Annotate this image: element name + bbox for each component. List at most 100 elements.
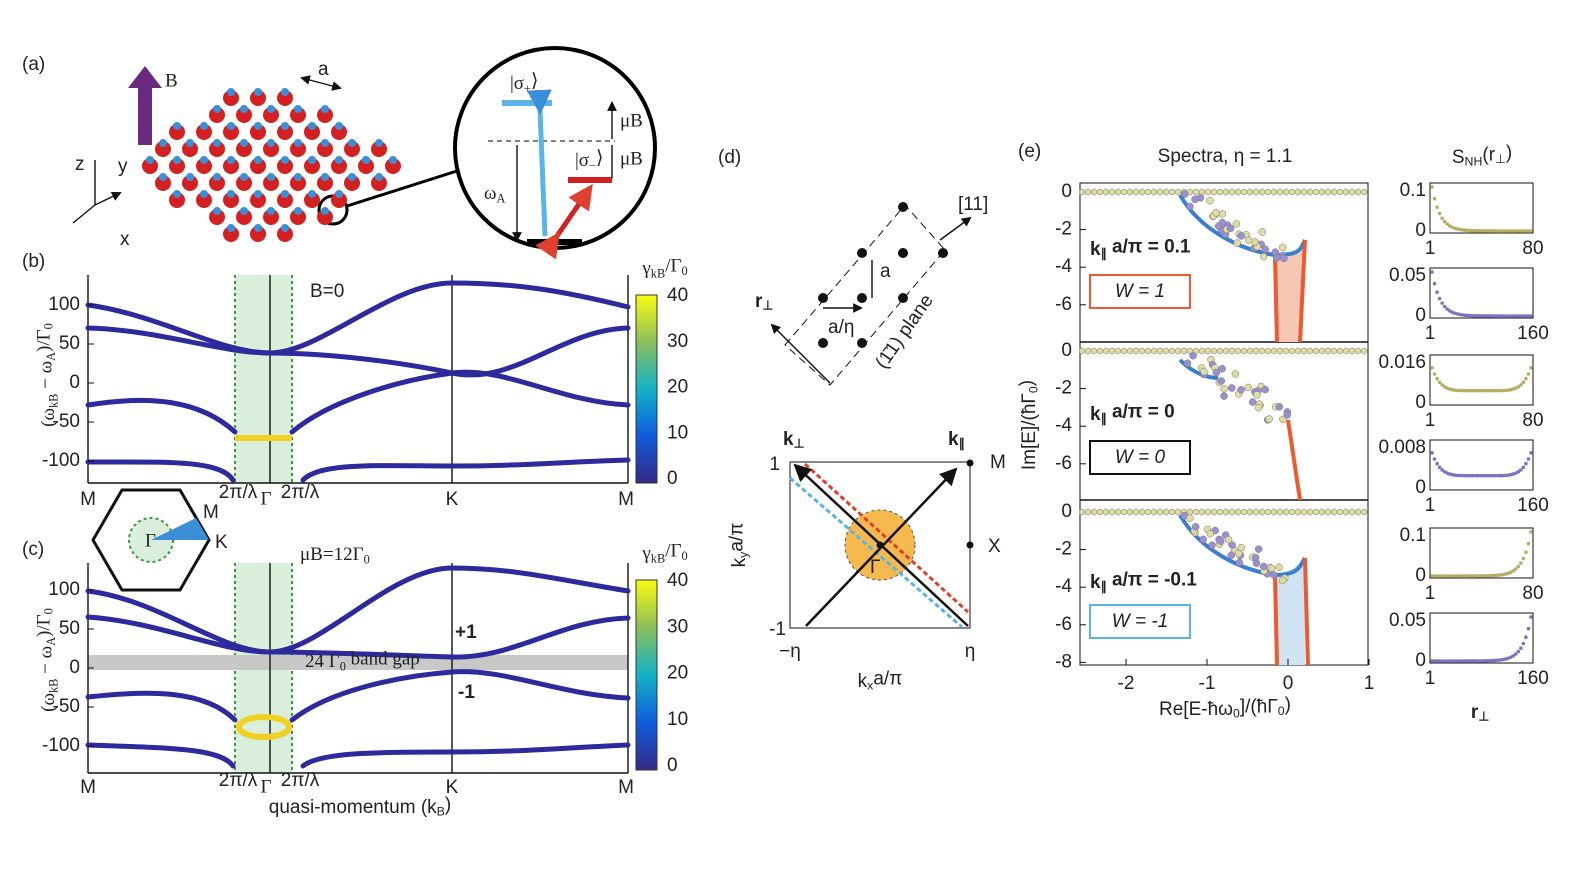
- text-part: NH: [1465, 155, 1483, 169]
- atom-cap: [240, 139, 248, 147]
- dot: [1280, 254, 1288, 263]
- atom: [169, 158, 185, 174]
- x-tick-label: 80: [1522, 238, 1543, 259]
- mini-dot: [1521, 465, 1526, 470]
- y-tick-label: 100: [48, 579, 80, 600]
- gap-arrows: [517, 103, 612, 240]
- atom: [236, 141, 252, 157]
- mini-dot: [1524, 550, 1528, 555]
- label: k∥: [948, 429, 965, 451]
- mini-dot: [1473, 313, 1477, 318]
- label: [11]: [958, 194, 988, 215]
- y-tick-label: -4: [1055, 576, 1072, 597]
- dot: [1191, 195, 1199, 204]
- y-tick-label: -6: [1055, 614, 1072, 635]
- dot: [1306, 347, 1314, 355]
- point: [966, 541, 974, 549]
- dot: [1288, 508, 1296, 516]
- label: W = -1: [1112, 611, 1168, 632]
- text-part: −: [589, 158, 596, 172]
- label: (b): [22, 251, 45, 272]
- mini-dot: [1521, 314, 1526, 318]
- mini-dot: [1470, 388, 1475, 393]
- text-part: k: [948, 429, 959, 450]
- dot: [1342, 188, 1350, 196]
- atom: [250, 158, 266, 174]
- y-tick-label: -6: [1055, 453, 1072, 474]
- y-tick-label: -6: [1055, 294, 1072, 315]
- y-axis-label: kya/π: [727, 523, 751, 568]
- dot: [1138, 188, 1146, 196]
- y-tick-label: -2: [1055, 378, 1072, 399]
- mini-dot: [1516, 649, 1521, 654]
- dot: [1114, 347, 1122, 355]
- atom: [250, 90, 266, 106]
- dot: [1132, 347, 1140, 355]
- atom: [317, 175, 333, 191]
- dot: [1162, 188, 1170, 196]
- mini-dot: [1455, 659, 1460, 663]
- dot: [1108, 188, 1116, 196]
- atom: [344, 175, 360, 191]
- x-tick-label: 1: [1425, 323, 1436, 344]
- dot: [1275, 563, 1283, 571]
- mini-dot: [1440, 574, 1444, 578]
- winding-box: [1089, 604, 1191, 639]
- dot: [1228, 188, 1236, 196]
- y-tick-label: -50: [53, 411, 80, 432]
- dot: [1312, 508, 1320, 516]
- mini-dot: [1491, 473, 1495, 478]
- text-part: 0: [1233, 707, 1240, 721]
- dot: [1096, 508, 1104, 516]
- label: a: [318, 59, 329, 80]
- mini-dot: [1435, 290, 1439, 295]
- label: -1: [458, 682, 475, 703]
- mini-dot: [1430, 451, 1434, 455]
- mini-dot: [1486, 314, 1490, 318]
- atom-cap: [348, 173, 356, 181]
- mini-dot: [1437, 465, 1442, 470]
- mini-dot: [1460, 659, 1465, 663]
- text-part: 0: [41, 608, 55, 614]
- fill-area: [1273, 240, 1305, 342]
- atom: [250, 124, 266, 140]
- atom: [250, 192, 266, 208]
- dot: [1232, 220, 1241, 228]
- mini-frame: [1429, 354, 1534, 406]
- panel-c-art: [85, 488, 658, 774]
- dot: [1354, 347, 1362, 355]
- mini-dot: [1516, 564, 1521, 569]
- atom-cap: [281, 156, 289, 164]
- x-tick-label: 1: [1425, 410, 1436, 431]
- text-part: ⊥: [1495, 152, 1506, 166]
- atom: [263, 209, 279, 225]
- dot: [1261, 245, 1269, 254]
- label: k⊥: [783, 429, 804, 451]
- mini-dot: [1519, 646, 1523, 650]
- label: (1̄1) plane: [871, 291, 937, 373]
- atom: [236, 107, 252, 123]
- atom-cap: [375, 173, 383, 181]
- mini-dot: [1483, 314, 1488, 318]
- y-tick-label: -50: [53, 696, 80, 717]
- dot: [1220, 385, 1228, 393]
- dot: [1206, 529, 1215, 538]
- dot: [1306, 188, 1314, 196]
- winding-box: [1089, 440, 1191, 475]
- dot: [1144, 508, 1152, 516]
- mini-dot: [1470, 659, 1475, 663]
- colorbar-tick-label: 0: [667, 755, 678, 776]
- dot: [1336, 188, 1344, 196]
- mini-dot: [1478, 314, 1483, 318]
- dot: [1336, 347, 1344, 355]
- label: k∥ a/π = 0.1: [1090, 237, 1191, 261]
- dot: [1294, 347, 1302, 355]
- label: W = 1: [1115, 281, 1165, 302]
- atom-cap: [335, 190, 343, 198]
- x-tick-label: K: [446, 777, 459, 798]
- x-tick-label: M: [618, 489, 634, 510]
- y-tick-label: 0: [1061, 340, 1072, 361]
- dot: [1246, 188, 1254, 196]
- mini-dot: [1491, 314, 1495, 318]
- frame: [1079, 182, 1369, 666]
